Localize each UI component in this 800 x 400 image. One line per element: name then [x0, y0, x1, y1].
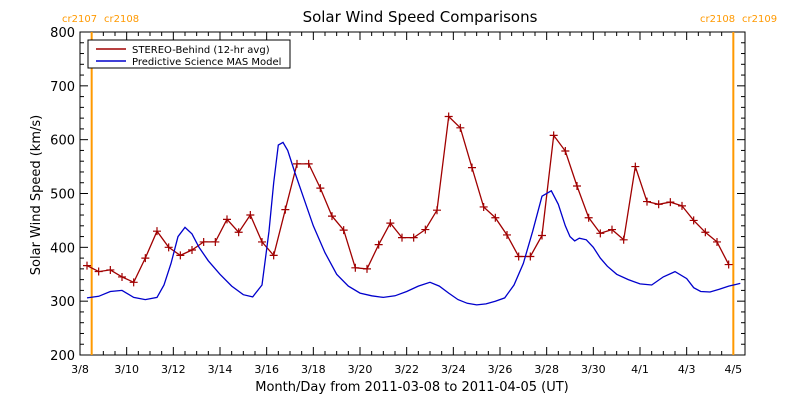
x-tick-label: 3/10 [114, 363, 139, 376]
data-point-marker [129, 278, 138, 287]
data-point-marker [304, 159, 313, 168]
x-tick-label: 3/28 [534, 363, 559, 376]
data-point-marker [514, 252, 523, 261]
x-tick-label: 4/5 [724, 363, 742, 376]
data-point-marker [573, 181, 581, 190]
data-point-marker [526, 252, 535, 261]
data-point-marker [596, 229, 605, 238]
data-point-marker [281, 205, 290, 214]
legend-label-1: Predictive Science MAS Model [132, 57, 281, 68]
data-point-marker [176, 251, 185, 260]
data-point-marker [608, 225, 616, 234]
legend-label-0: STEREO-Behind (12-hr avg) [132, 45, 270, 56]
data-point-marker [246, 211, 255, 220]
series-line-1 [86, 141, 741, 306]
data-point-marker [234, 228, 243, 237]
data-point-marker [398, 233, 406, 242]
data-point-marker [223, 215, 231, 224]
x-tick-label: 3/26 [488, 363, 513, 376]
carrington-label-left-2: cr2108 [104, 14, 139, 25]
x-tick-label: 3/16 [254, 363, 279, 376]
x-tick-label: 3/20 [348, 363, 373, 376]
data-point-marker [643, 197, 651, 206]
data-point-marker [631, 162, 640, 171]
data-point-marker [619, 235, 628, 244]
x-tick-label: 4/3 [678, 363, 696, 376]
data-point-marker [468, 163, 476, 172]
data-point-marker [258, 237, 266, 246]
data-point-marker [689, 216, 698, 225]
data-point-marker [433, 206, 441, 215]
data-point-marker [188, 246, 196, 255]
data-point-marker [409, 233, 418, 242]
data-point-marker [199, 237, 208, 246]
series-line-0 [86, 115, 730, 284]
data-point-marker [106, 265, 115, 274]
y-tick-label: 400 [50, 241, 75, 256]
data-point-marker [83, 261, 91, 270]
data-point-marker [118, 272, 126, 281]
x-tick-label: 3/8 [71, 363, 89, 376]
y-tick-label: 600 [50, 134, 75, 149]
chart-title: Solar Wind Speed Comparisons [303, 8, 538, 26]
y-tick-label: 500 [50, 188, 75, 203]
y-tick-label: 800 [50, 26, 75, 41]
data-point-marker [164, 243, 173, 252]
x-tick-label: 3/22 [394, 363, 419, 376]
data-point-marker [666, 198, 675, 207]
plot-area: 200 300 400 500 600 700 800 3/8 3/10 3/12 3/14 3/16… [50, 26, 746, 376]
y-axis-label: Solar Wind Speed (km/s) [29, 115, 44, 275]
data-point-marker [421, 225, 430, 234]
data-point-marker [538, 231, 546, 240]
x-tick-label: 3/12 [161, 363, 186, 376]
data-point-marker [491, 213, 500, 222]
carrington-label-right-1: cr2108 [700, 14, 735, 25]
y-tick-label: 700 [50, 80, 75, 95]
data-point-marker [503, 230, 511, 239]
data-point-marker [724, 260, 733, 269]
data-point-marker [269, 251, 278, 260]
x-tick-label: 3/14 [208, 363, 233, 376]
data-point-marker [328, 212, 336, 221]
data-point-marker [456, 123, 465, 132]
data-point-marker [363, 264, 371, 273]
data-point-marker [479, 202, 488, 211]
data-point-marker [701, 228, 710, 237]
data-point-marker [374, 240, 383, 249]
y-tick-label: 300 [50, 295, 75, 310]
x-tick-label: 3/18 [301, 363, 326, 376]
legend-box [87, 39, 291, 69]
data-point-marker [351, 263, 360, 272]
data-point-marker [211, 237, 220, 246]
x-tick-label: 4/1 [631, 363, 649, 376]
data-point-marker [339, 226, 348, 235]
y-tick-label: 200 [50, 349, 75, 364]
x-tick-label: 3/30 [581, 363, 606, 376]
data-point-marker [678, 201, 686, 210]
data-point-marker [293, 159, 301, 168]
data-point-marker [584, 213, 593, 222]
data-point-marker [153, 227, 161, 236]
carrington-label-left-1: cr2107 [62, 14, 97, 25]
data-point-marker [549, 131, 558, 140]
data-point-marker [386, 219, 395, 228]
plot-frame [79, 31, 746, 356]
data-point-marker [94, 267, 103, 276]
data-point-marker [141, 254, 150, 263]
data-point-marker [316, 184, 325, 193]
data-point-marker [654, 200, 663, 209]
data-point-marker [713, 237, 721, 246]
x-tick-label: 3/24 [441, 363, 466, 376]
data-point-marker [561, 146, 570, 155]
data-point-marker [444, 112, 453, 121]
carrington-label-right-2: cr2109 [742, 14, 777, 25]
x-axis-label: Month/Day from 2011-03-08 to 2011-04-05 … [255, 380, 568, 395]
